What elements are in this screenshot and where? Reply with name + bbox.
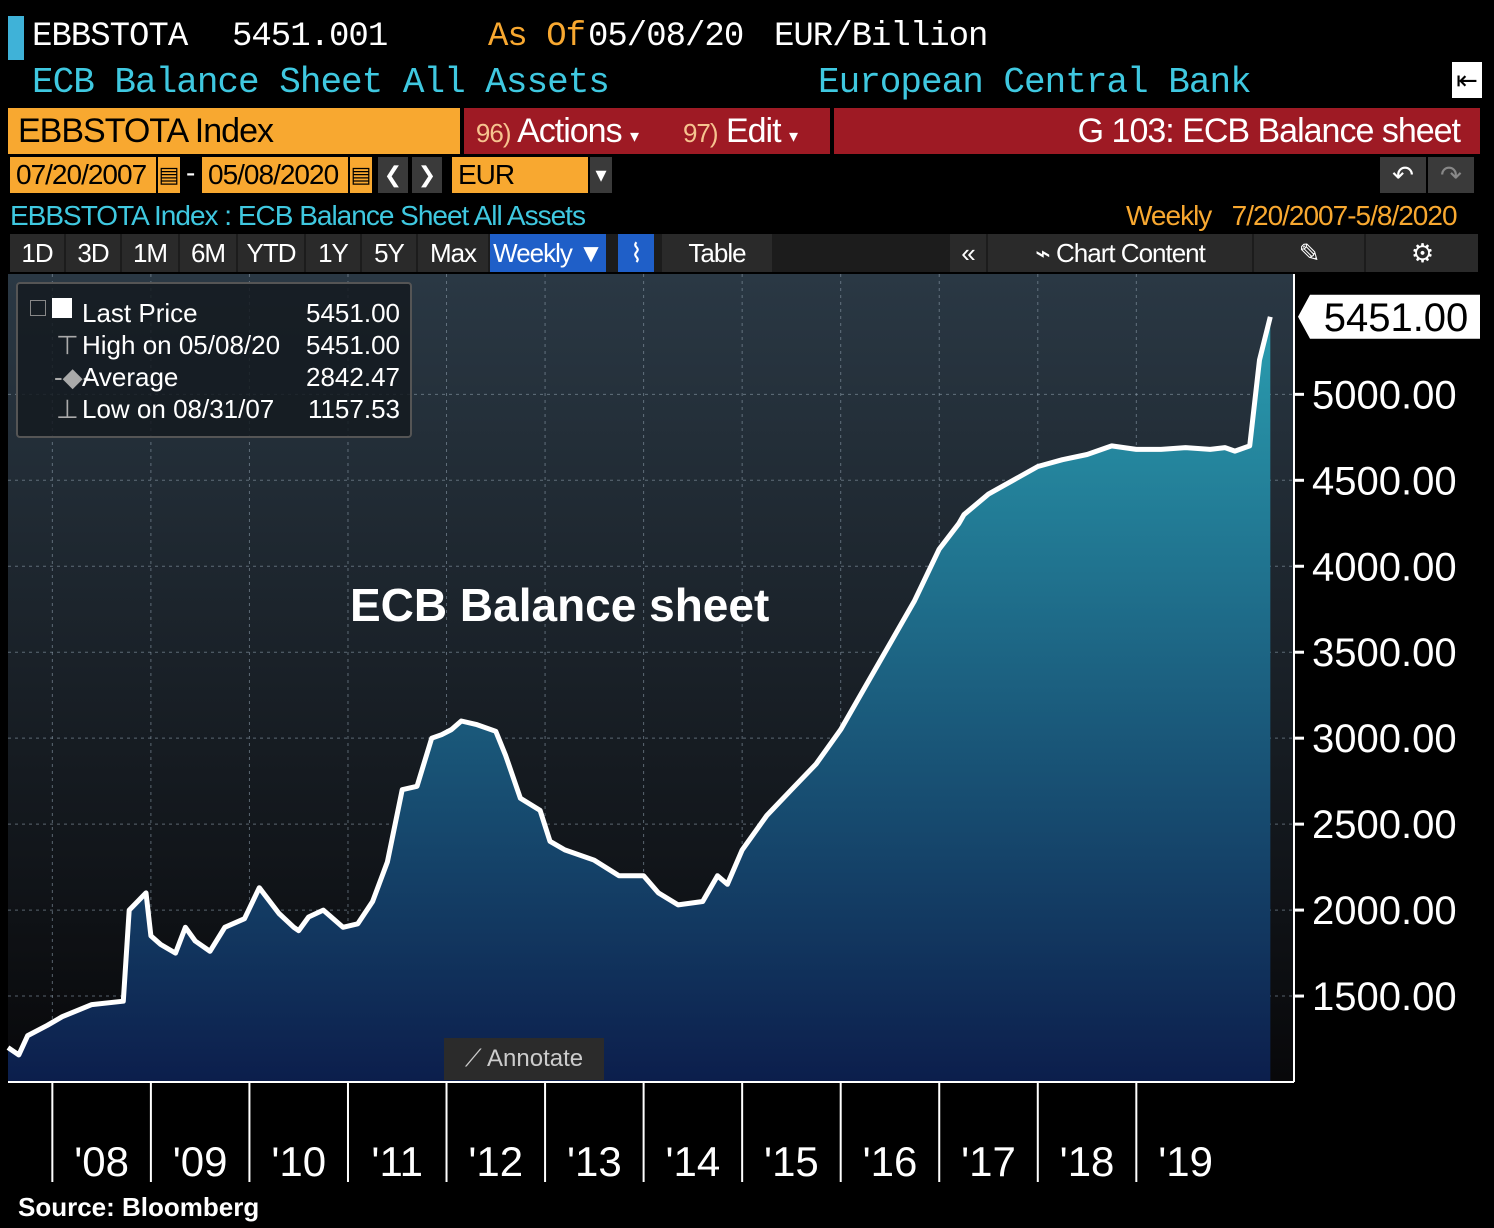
table-tab[interactable]: Table — [662, 234, 772, 272]
actions-button[interactable]: 96) Actions ▾ — [464, 108, 650, 154]
x-tick-label: '16 — [863, 1138, 918, 1185]
legend-low-label: Low on 08/31/07 — [82, 394, 275, 424]
currency-select[interactable]: EUR — [452, 157, 588, 193]
y-tick-label: 4500.00 — [1312, 459, 1457, 503]
chevron-right-icon[interactable]: ❯ — [412, 157, 442, 193]
start-date-input[interactable]: 07/20/2007 — [10, 157, 156, 193]
tab-1m[interactable]: 1M — [122, 234, 178, 272]
calendar-icon[interactable]: ▤ — [158, 157, 180, 193]
annotate-label: Annotate — [487, 1045, 584, 1072]
chart-name-label: G 103: ECB Balance sheet — [834, 108, 1480, 154]
high-marker-icon: ⊤ — [56, 330, 79, 360]
chart-content-icon: ⌁ — [1035, 238, 1051, 268]
as-of-date: 05/08/20 — [588, 18, 744, 56]
redo-icon[interactable]: ↷ — [1428, 157, 1474, 193]
y-tick-label: 2500.00 — [1312, 803, 1457, 847]
legend-last-value: 5451.00 — [306, 298, 400, 328]
y-tick-label: 5000.00 — [1312, 373, 1457, 417]
frequency-range: Weekly 7/20/2007-5/8/2020 — [1126, 200, 1458, 232]
date-separator: - — [186, 157, 196, 188]
y-tick-label: 1500.00 — [1312, 975, 1457, 1019]
x-tick-label: '17 — [961, 1138, 1016, 1185]
pencil-icon: ⟋ — [464, 1045, 482, 1072]
ticker-symbol: EBBSTOTA — [32, 18, 188, 56]
series-line — [6, 316, 1273, 1058]
y-tick-label: 3500.00 — [1312, 631, 1457, 675]
unit-label: EUR/Billion — [774, 18, 988, 56]
command-toolbar: EBBSTOTA Index 96) Actions ▾ 97) Edit ▾ … — [8, 108, 1480, 154]
frequency-dropdown[interactable]: Weekly ▼ — [490, 234, 606, 272]
x-tick-label: '13 — [567, 1138, 622, 1185]
series-area — [8, 316, 1271, 1082]
annotate-button[interactable]: ⟋ Annotate — [444, 1038, 604, 1080]
tab-6m[interactable]: 6M — [180, 234, 236, 272]
edit-chart-icon[interactable]: ✎ — [1254, 234, 1364, 272]
tab-5y[interactable]: 5Y — [362, 234, 416, 272]
date-range-label: 7/20/2007-5/8/2020 — [1231, 200, 1458, 231]
x-tick-label: '08 — [74, 1138, 129, 1185]
x-tick-label: '15 — [764, 1138, 819, 1185]
legend-low-value: 1157.53 — [307, 394, 400, 424]
source-name: European Central Bank — [818, 62, 1252, 103]
low-marker-icon: ⊥ — [56, 394, 79, 424]
y-tick-label: 3000.00 — [1312, 717, 1457, 761]
last-price-swatch — [52, 298, 72, 318]
x-tick-label: '14 — [666, 1138, 721, 1185]
header-accent-bar — [8, 16, 24, 60]
collapse-icon[interactable]: « — [950, 234, 986, 272]
x-tick-label: '19 — [1158, 1138, 1213, 1185]
legend-last-label: Last Price — [82, 298, 198, 328]
actions-number: 96) — [475, 118, 512, 148]
source-footnote: Source: Bloomberg — [18, 1192, 260, 1222]
security-description: ECB Balance Sheet All Assets — [32, 62, 610, 103]
period-tabs: 1D 3D 1M 6M YTD 1Y 5Y Max Weekly ▼ ⌇ Tab… — [10, 234, 1478, 272]
chart-content-button[interactable]: ⌁ Chart Content — [988, 234, 1252, 272]
chart-content-label: Chart Content — [1056, 238, 1206, 268]
security-header: EBBSTOTA 5451.001 As Of 05/08/20 EUR/Bil… — [0, 8, 1494, 60]
line-chart-icon[interactable]: ⌇ — [618, 234, 654, 272]
gear-icon[interactable]: ⚙ — [1366, 234, 1478, 272]
last-price-tag-text: 5451.00 — [1324, 296, 1469, 340]
last-value: 5451.001 — [232, 18, 388, 56]
undo-icon[interactable]: ↶ — [1380, 157, 1426, 193]
average-marker-icon: -◆- — [54, 362, 92, 392]
x-tick-label: '11 — [371, 1138, 423, 1185]
chart-subtitle: EBBSTOTA Index : ECB Balance Sheet All A… — [10, 200, 586, 231]
end-date-input[interactable]: 05/08/2020 — [202, 157, 348, 193]
chevron-down-icon[interactable]: ▾ — [590, 157, 612, 193]
tab-1d[interactable]: 1D — [10, 234, 64, 272]
legend-high-value: 5451.00 — [306, 330, 400, 360]
exit-icon[interactable]: ⇤ — [1452, 62, 1482, 98]
tab-1y[interactable]: 1Y — [306, 234, 360, 272]
y-tick-label: 2000.00 — [1312, 889, 1457, 933]
last-price-tag-shape — [1298, 294, 1480, 339]
frequency-label: Weekly — [1126, 200, 1212, 231]
chart-annotation-title: ECB Balance sheet — [350, 579, 770, 631]
x-tick-label: '12 — [468, 1138, 523, 1185]
edit-number: 97) — [682, 118, 719, 148]
x-tick-label: '09 — [173, 1138, 228, 1185]
chart-legend: Last Price 5451.00 ⊤ High on 05/08/20 54… — [16, 282, 412, 438]
chevron-left-icon[interactable]: ❮ — [378, 157, 408, 193]
ticker-input[interactable]: EBBSTOTA Index — [8, 108, 460, 154]
y-tick-label: 4000.00 — [1312, 545, 1457, 589]
tab-ytd[interactable]: YTD — [238, 234, 304, 272]
legend-high-label: High on 05/08/20 — [82, 330, 281, 360]
as-of-label: As Of — [488, 18, 586, 56]
edit-label: Edit — [725, 112, 782, 150]
actions-label: Actions — [517, 112, 622, 150]
collapse-legend-icon[interactable] — [30, 300, 46, 316]
edit-button[interactable]: 97) Edit ▾ — [650, 108, 830, 154]
x-tick-label: '18 — [1060, 1138, 1115, 1185]
x-tick-label: '10 — [271, 1138, 326, 1185]
calendar-icon[interactable]: ▤ — [350, 157, 372, 193]
chevron-down-icon: ▾ — [789, 126, 798, 146]
tab-3d[interactable]: 3D — [66, 234, 120, 272]
legend-avg-label: Average — [82, 362, 179, 392]
chevron-down-icon: ▾ — [630, 126, 639, 146]
tab-max[interactable]: Max — [418, 234, 488, 272]
last-price-tag: 5451.00 — [1298, 294, 1480, 340]
legend-avg-value: 2842.47 — [306, 362, 400, 392]
